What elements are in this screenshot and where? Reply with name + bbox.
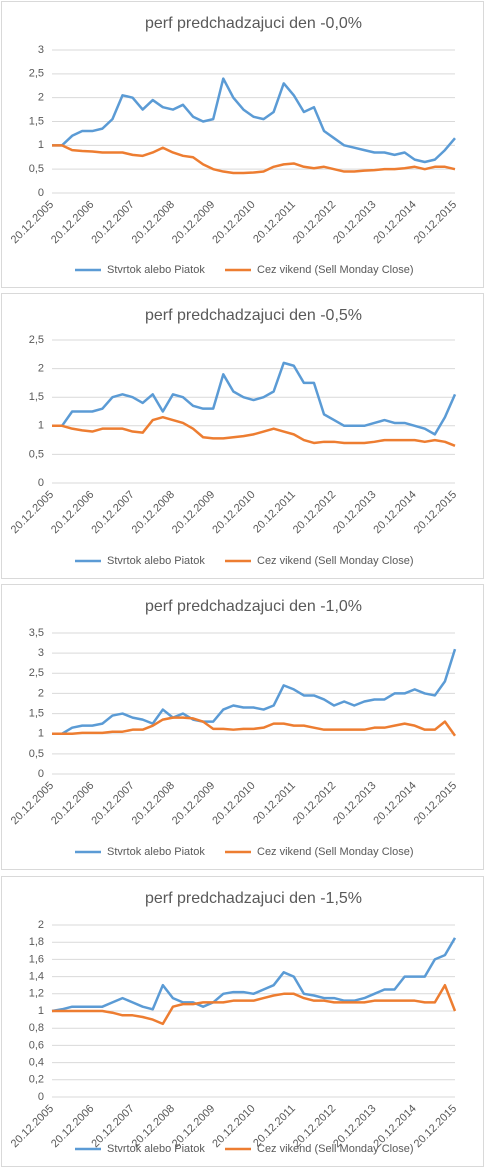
y-tick-label: 1 (38, 420, 44, 432)
y-tick-label: 2 (38, 919, 44, 931)
y-tick-label: 1 (38, 728, 44, 740)
chart-frame (1, 1, 484, 288)
chart-title: perf predchadzajuci den -1,0% (145, 598, 362, 615)
y-tick-label: 0,2 (29, 1074, 44, 1086)
legend-label: Cez vikend (Sell Monday Close) (257, 264, 414, 276)
data-line (52, 415, 456, 447)
data-line (51, 937, 457, 1013)
y-tick-label: 0,5 (29, 748, 44, 760)
y-tick-label: 1,8 (29, 936, 44, 948)
y-tick-label: 1,5 (29, 391, 44, 403)
chart-title: perf predchadzajuci den -0,5% (145, 307, 362, 324)
y-tick-label: 3,5 (29, 627, 44, 639)
y-tick-label: 1,2 (29, 988, 44, 1000)
data-line (52, 77, 456, 164)
y-tick-label: 0,5 (29, 448, 44, 460)
y-tick-label: 3 (38, 44, 44, 56)
legend-label: Cez vikend (Sell Monday Close) (257, 555, 414, 567)
legend-label: Stvrtok alebo Piatok (107, 846, 205, 858)
y-tick-label: 0 (38, 477, 44, 489)
y-tick-label: 1,5 (29, 707, 44, 719)
data-line (52, 144, 456, 175)
y-tick-label: 0,5 (29, 163, 44, 175)
y-tick-label: 3 (38, 647, 44, 659)
data-line (52, 648, 457, 735)
y-tick-label: 0 (38, 768, 44, 780)
chart-title: perf predchadzajuci den -0,0% (145, 15, 362, 32)
y-tick-label: 2 (38, 363, 44, 375)
y-tick-label: 2,5 (29, 68, 44, 80)
legend-label: Cez vikend (Sell Monday Close) (257, 1143, 414, 1155)
legend-label: Stvrtok alebo Piatok (107, 1143, 205, 1155)
y-tick-label: 1,6 (29, 953, 44, 965)
data-line (52, 716, 457, 737)
y-tick-label: 0 (38, 1091, 44, 1103)
y-tick-label: 0,6 (29, 1039, 44, 1051)
y-tick-label: 0 (38, 187, 44, 199)
legend-label: Cez vikend (Sell Monday Close) (257, 846, 414, 858)
y-tick-label: 1 (38, 139, 44, 151)
y-tick-label: 0,4 (29, 1057, 44, 1069)
data-line (52, 361, 457, 436)
y-tick-label: 1 (38, 1005, 44, 1017)
y-tick-label: 1,5 (29, 115, 44, 127)
y-tick-label: 0,8 (29, 1022, 44, 1034)
legend-label: Stvrtok alebo Piatok (107, 555, 205, 567)
data-line (52, 983, 457, 1026)
y-tick-label: 2 (38, 92, 44, 104)
legend-label: Stvrtok alebo Piatok (107, 264, 205, 276)
y-tick-label: 2 (38, 687, 44, 699)
y-tick-label: 2,5 (29, 334, 44, 346)
y-tick-label: 2,5 (29, 667, 44, 679)
chart-title: perf predchadzajuci den -1,5% (145, 890, 362, 907)
y-tick-label: 1,4 (29, 971, 44, 983)
